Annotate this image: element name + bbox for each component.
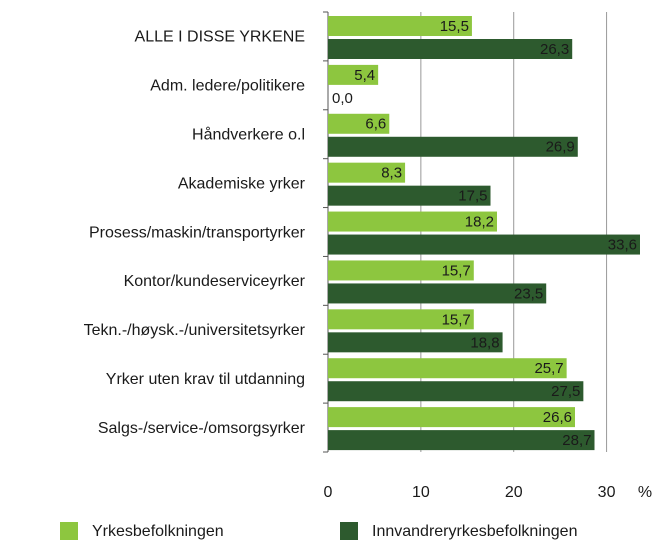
value-label: 0,0 (332, 90, 353, 107)
value-label: 26,3 (540, 41, 569, 58)
bar (328, 358, 567, 379)
x-tick-label: 20 (505, 484, 523, 501)
category-label: Prosess/maskin/transportyrker (89, 224, 306, 241)
category-label: Kontor/kundeserviceyrker (124, 273, 306, 290)
legend-swatch (60, 522, 78, 540)
x-tick-label: 10 (412, 484, 430, 501)
value-label: 15,7 (442, 262, 471, 279)
bar (328, 162, 406, 183)
value-label: 18,8 (470, 334, 499, 351)
value-label: 26,9 (546, 139, 575, 156)
category-label: Akademiske yrker (178, 175, 306, 192)
bar (328, 211, 497, 232)
value-label: 27,5 (551, 383, 580, 400)
bar (328, 16, 472, 36)
x-tick-label: 0 (324, 484, 333, 501)
value-label: 26,6 (543, 409, 572, 426)
bar (328, 185, 491, 206)
bar (328, 381, 584, 402)
value-label: 5,4 (354, 67, 375, 84)
x-axis-label: % (638, 484, 652, 501)
bar (328, 136, 578, 157)
category-label: Tekn.-/høysk.-/universitetsyrker (84, 322, 306, 339)
value-label: 8,3 (381, 165, 402, 182)
value-label: 6,6 (365, 116, 386, 133)
category-label: Salgs-/service-/omsorgsyrker (98, 420, 306, 437)
value-label: 28,7 (562, 432, 591, 449)
bar (328, 283, 547, 304)
value-label: 33,6 (608, 237, 637, 254)
bar (328, 407, 575, 428)
bar (328, 309, 474, 330)
legend-label: Innvandreryrkesbefolkningen (372, 523, 577, 540)
bar (328, 260, 474, 281)
value-label: 17,5 (458, 188, 487, 205)
x-tick-label: 30 (598, 484, 616, 501)
value-label: 15,7 (442, 311, 471, 328)
bar (328, 113, 390, 134)
category-label: ALLE I DISSE YRKENE (135, 29, 305, 46)
bar (328, 234, 640, 255)
bar (328, 64, 379, 85)
bar (328, 430, 595, 451)
category-label: Håndverkere o.l (192, 125, 305, 143)
category-label: Adm. ledere/politikere (150, 78, 305, 95)
value-label: 25,7 (534, 360, 563, 377)
legend-swatch (340, 522, 358, 540)
value-label: 18,2 (465, 214, 494, 231)
bar (328, 39, 573, 59)
value-label: 15,5 (440, 18, 469, 35)
legend-label: Yrkesbefolkningen (92, 523, 224, 540)
value-label: 23,5 (514, 285, 543, 302)
category-label: Yrker uten krav til utdanning (106, 371, 305, 388)
bar (328, 332, 503, 353)
